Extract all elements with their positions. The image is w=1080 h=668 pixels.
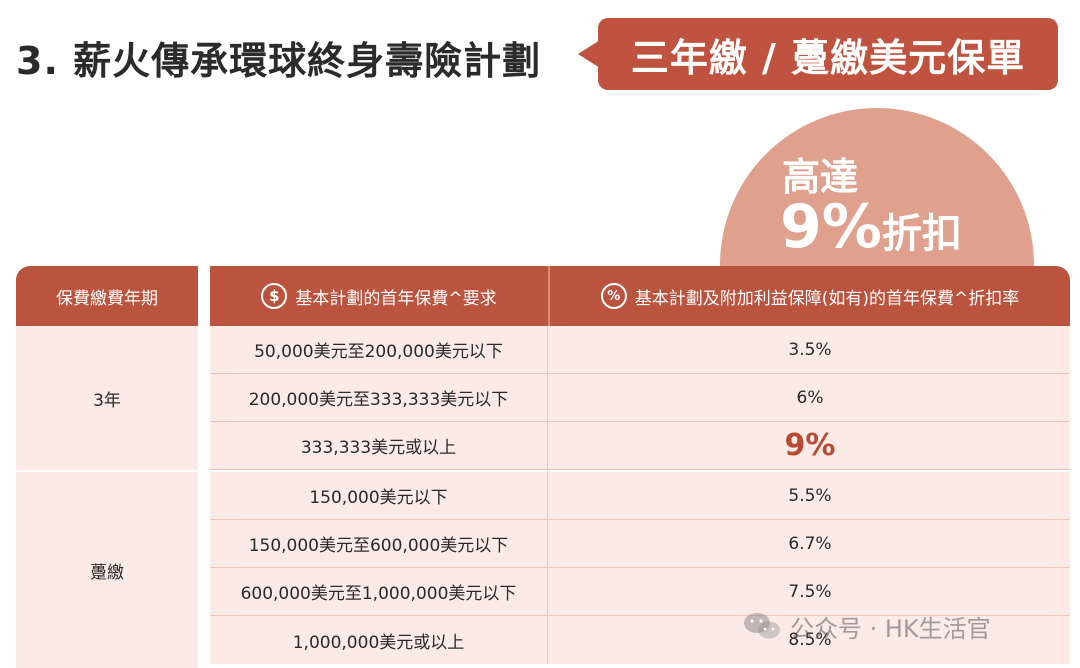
rate-cell: 6%	[796, 387, 824, 408]
period-label: 3年	[93, 390, 121, 411]
watermark-text: 公众号 · HK生活官	[790, 614, 991, 643]
table-row: 50,000美元至200,000美元以下 3.5%	[210, 326, 1070, 374]
requirement-cell: 150,000美元至600,000美元以下	[210, 520, 548, 567]
discount-table: 保費繳費年期 $ 基本計劃的首年保費^要求 % 基本計劃及附加利益保障(如有)的…	[16, 266, 1070, 668]
requirement-cell: 333,333美元或以上	[210, 422, 548, 469]
header-separator	[548, 266, 550, 326]
rate-cell: 3.5%	[788, 339, 832, 360]
period-cell-single: 躉繳	[16, 472, 198, 668]
rate-cell: 5.5%	[788, 485, 832, 506]
header-rate-label: 基本計劃及附加利益保障(如有)的首年保費^折扣率	[634, 288, 1020, 309]
requirement-cell: 600,000美元至1,000,000美元以下	[210, 568, 548, 615]
discount-prefix: 高達	[782, 155, 859, 199]
dollar-circle-icon: $	[261, 283, 288, 309]
header-period-label: 保費繳費年期	[56, 288, 158, 309]
table-row: 150,000美元以下 5.5%	[210, 472, 1070, 520]
rate-cell: 7.5%	[788, 581, 832, 602]
page-title: 3. 薪火傳承環球終身壽險計劃	[16, 39, 542, 83]
policy-type-badge: 三年繳 / 躉繳美元保單	[598, 18, 1058, 90]
discount-value: 9%折扣	[780, 192, 962, 262]
table-row: 600,000美元至1,000,000美元以下 7.5%	[210, 568, 1070, 616]
requirement-cell: 1,000,000美元或以上	[210, 616, 548, 664]
period-divider	[16, 470, 198, 472]
table-row: 150,000美元至600,000美元以下 6.7%	[210, 520, 1070, 568]
header-period: 保費繳費年期	[16, 266, 198, 326]
header-rate: % 基本計劃及附加利益保障(如有)的首年保費^折扣率	[550, 266, 1070, 326]
rate-cell: 6.7%	[788, 533, 832, 554]
percent-circle-icon: %	[600, 283, 627, 309]
wechat-icon	[744, 613, 780, 639]
requirement-cell: 200,000美元至333,333美元以下	[210, 374, 548, 421]
table-row: 200,000美元至333,333美元以下 6%	[210, 374, 1070, 422]
rate-cell-highlight: 9%	[784, 428, 836, 463]
period-label: 躉繳	[90, 562, 124, 583]
header-requirement: $ 基本計劃的首年保費^要求	[210, 266, 548, 326]
requirement-cell: 50,000美元至200,000美元以下	[210, 326, 548, 373]
badge-pointer	[578, 40, 600, 68]
header-requirement-label: 基本計劃的首年保費^要求	[295, 288, 497, 309]
discount-word: 折扣	[881, 211, 962, 257]
requirement-cell: 150,000美元以下	[210, 472, 548, 519]
watermark: 公众号 · HK生活官	[742, 608, 991, 644]
rate-cell: 8.5%	[788, 630, 832, 650]
period-cell-3yr: 3年	[16, 326, 198, 470]
table-row: 333,333美元或以上 9%	[210, 422, 1070, 470]
discount-percent: 9%	[780, 192, 882, 262]
table-row: 1,000,000美元或以上 8.5%	[210, 616, 1070, 664]
